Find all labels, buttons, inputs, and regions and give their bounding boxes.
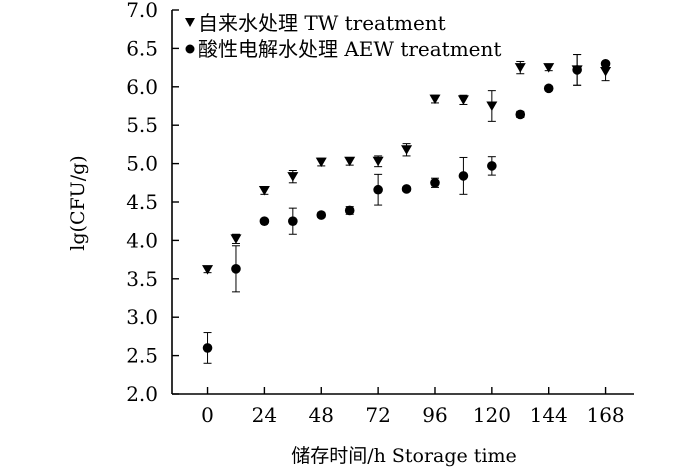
tw-data-point bbox=[315, 157, 327, 168]
y-tick-label: 6.0 bbox=[126, 75, 158, 99]
aew-data-point bbox=[316, 210, 327, 220]
y-tick-label: 2.0 bbox=[126, 382, 158, 406]
y-axis-ticks: 2.0 2.5 3.0 3.5 4.0 4.5 5.0 5.5 6.0 6.5 7.0 bbox=[126, 0, 179, 406]
aew-data-point bbox=[515, 109, 526, 120]
y-tick-label: 2.5 bbox=[126, 344, 158, 368]
aew-data-point bbox=[373, 184, 383, 195]
x-tick-label: 96 bbox=[422, 403, 447, 427]
y-tick-label: 7.0 bbox=[126, 0, 158, 22]
aew-data-point bbox=[458, 171, 469, 181]
aew-data-point bbox=[600, 58, 611, 69]
x-tick-label: 24 bbox=[252, 403, 277, 427]
legend: 自来水处理 TW treatment 酸性电解水处理 AEW treatment bbox=[185, 11, 501, 61]
aew-data-point bbox=[572, 65, 582, 75]
legend-item-aew: 酸性电解水处理 AEW treatment bbox=[185, 37, 501, 61]
x-tick-label: 48 bbox=[309, 403, 334, 427]
data-markers bbox=[202, 58, 612, 353]
aew-data-point bbox=[543, 83, 554, 94]
tw-data-point bbox=[543, 63, 555, 73]
x-tick-label: 0 bbox=[201, 403, 214, 427]
y-axis-title: lg(CFU/g) bbox=[67, 155, 89, 250]
aew-data-point bbox=[259, 216, 270, 226]
y-tick-label: 4.0 bbox=[126, 228, 158, 252]
tw-data-point bbox=[457, 95, 469, 105]
circle-icon bbox=[185, 44, 195, 54]
tw-data-point bbox=[514, 63, 526, 73]
aew-data-point bbox=[202, 343, 213, 353]
y-tick-label: 5.5 bbox=[126, 113, 158, 137]
tw-data-point bbox=[202, 265, 214, 275]
tw-data-point bbox=[600, 66, 612, 77]
aew-data-point bbox=[487, 161, 497, 171]
x-tick-label: 120 bbox=[473, 403, 511, 427]
y-tick-label: 4.5 bbox=[126, 190, 158, 214]
x-tick-label: 144 bbox=[530, 403, 568, 427]
tw-data-point bbox=[344, 156, 356, 167]
legend-label-aew: 酸性电解水处理 AEW treatment bbox=[198, 37, 501, 61]
tw-data-point bbox=[486, 101, 498, 111]
y-tick-label: 5.0 bbox=[126, 152, 158, 176]
aew-data-point bbox=[288, 216, 298, 226]
x-tick-label: 168 bbox=[586, 403, 624, 427]
aew-data-point bbox=[344, 205, 355, 216]
x-tick-label: 72 bbox=[365, 403, 390, 427]
axes bbox=[171, 10, 634, 395]
triangle-down-icon bbox=[185, 18, 195, 27]
tw-data-point bbox=[258, 185, 270, 196]
tw-data-point bbox=[401, 145, 413, 155]
error-bars bbox=[203, 54, 610, 364]
legend-label-tw: 自来水处理 TW treatment bbox=[198, 11, 446, 35]
tw-data-point bbox=[372, 156, 384, 167]
aew-data-point bbox=[430, 178, 440, 188]
aew-data-point bbox=[231, 264, 241, 274]
aew-data-point bbox=[401, 184, 412, 194]
y-tick-label: 3.5 bbox=[126, 267, 158, 291]
x-axis-ticks: 0 24 48 72 96 120 144 168 bbox=[201, 387, 625, 427]
tw-data-point bbox=[287, 172, 299, 182]
y-tick-label: 6.5 bbox=[126, 36, 158, 60]
x-axis-title: 储存时间/h Storage time bbox=[291, 445, 517, 467]
tw-data-point bbox=[230, 234, 242, 244]
y-tick-label: 3.0 bbox=[126, 305, 158, 329]
legend-item-tw: 自来水处理 TW treatment bbox=[185, 11, 446, 35]
tw-data-point bbox=[429, 94, 441, 105]
